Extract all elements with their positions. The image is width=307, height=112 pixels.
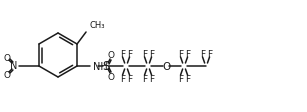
Text: N: N [10, 60, 17, 70]
Text: CH₃: CH₃ [89, 21, 105, 30]
Text: F: F [149, 50, 154, 59]
Text: F: F [120, 50, 125, 59]
Text: S: S [102, 60, 110, 73]
Text: F: F [149, 74, 154, 83]
Text: O: O [3, 70, 10, 79]
Text: F: F [185, 74, 190, 83]
Text: O: O [162, 61, 170, 71]
Text: NH: NH [93, 61, 108, 71]
Text: F: F [127, 74, 132, 83]
Text: F: F [142, 50, 147, 59]
Text: F: F [207, 50, 212, 59]
Text: F: F [127, 50, 132, 59]
Text: F: F [200, 50, 205, 59]
Text: F: F [185, 50, 190, 59]
Text: O: O [107, 73, 115, 82]
Text: F: F [120, 74, 125, 83]
Text: F: F [142, 74, 147, 83]
Text: O: O [107, 51, 115, 60]
Text: F: F [178, 50, 183, 59]
Text: O: O [3, 54, 10, 63]
Text: F: F [178, 74, 183, 83]
